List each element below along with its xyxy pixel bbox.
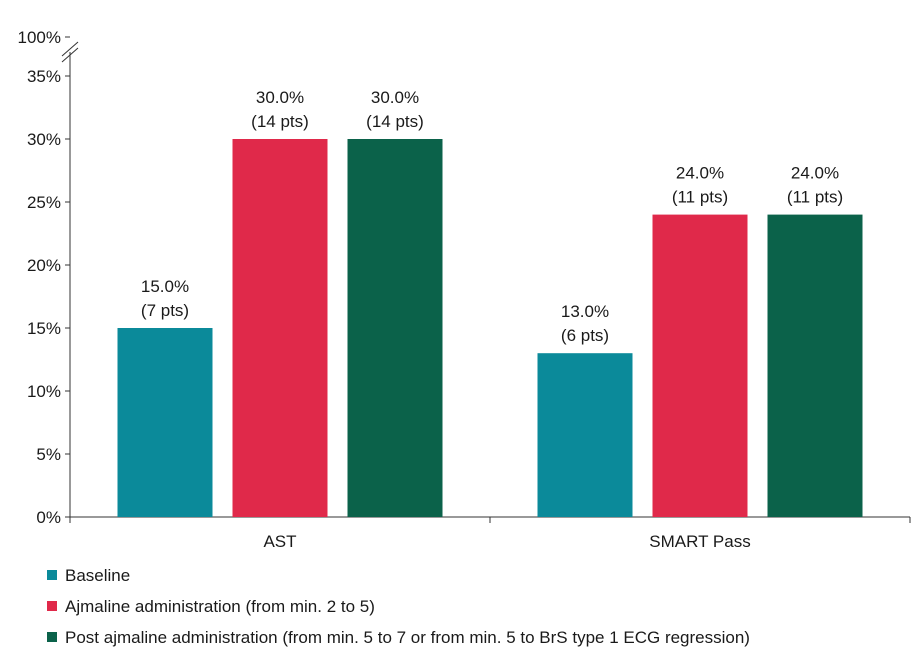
data-label: 13.0% [561,302,609,321]
bar [537,353,633,517]
y-tick-label: 100% [18,28,61,47]
bar [117,328,213,517]
data-label-pts: (6 pts) [561,326,609,345]
legend-swatch [47,632,57,642]
y-tick-label: 35% [27,67,61,86]
legend-item: Baseline [47,560,750,591]
data-label: 24.0% [791,164,839,183]
y-tick-label: 15% [27,319,61,338]
y-tick-label: 0% [36,508,61,527]
data-label-pts: (14 pts) [366,112,424,131]
bar [347,139,443,517]
data-label-pts: (11 pts) [787,188,843,207]
legend-item: Ajmaline administration (from min. 2 to … [47,591,750,622]
bar [652,214,748,517]
x-tick-label: AST [263,532,296,551]
data-label: 24.0% [676,164,724,183]
legend-swatch [47,570,57,580]
legend-item: Post ajmaline administration (from min. … [47,622,750,653]
legend-swatch [47,601,57,611]
axis-break-mark [61,41,79,57]
y-tick-label: 20% [27,256,61,275]
data-label: 15.0% [141,277,189,296]
data-label-pts: (14 pts) [251,112,309,131]
y-tick-label: 5% [36,445,61,464]
data-label-pts: (7 pts) [141,301,189,320]
y-tick-label: 25% [27,193,61,212]
y-tick-label: 30% [27,130,61,149]
x-tick-label: SMART Pass [649,532,750,551]
data-label-pts: (11 pts) [672,188,728,207]
bar-chart: 100% 0% 5% 10% 15% 20% 25% 30% 35% AST 15.0% (7 pts… [18,28,911,551]
data-label: 30.0% [371,88,419,107]
legend-label: Ajmaline administration (from min. 2 to … [65,597,375,616]
data-label: 30.0% [256,88,304,107]
y-tick-label: 10% [27,382,61,401]
bar [232,139,328,517]
bar [767,214,863,517]
legend-label: Post ajmaline administration (from min. … [65,628,750,647]
axis-break-mark [61,47,79,63]
legend-label: Baseline [65,566,131,585]
legend: Baseline Ajmaline administration (from mi… [47,560,750,653]
